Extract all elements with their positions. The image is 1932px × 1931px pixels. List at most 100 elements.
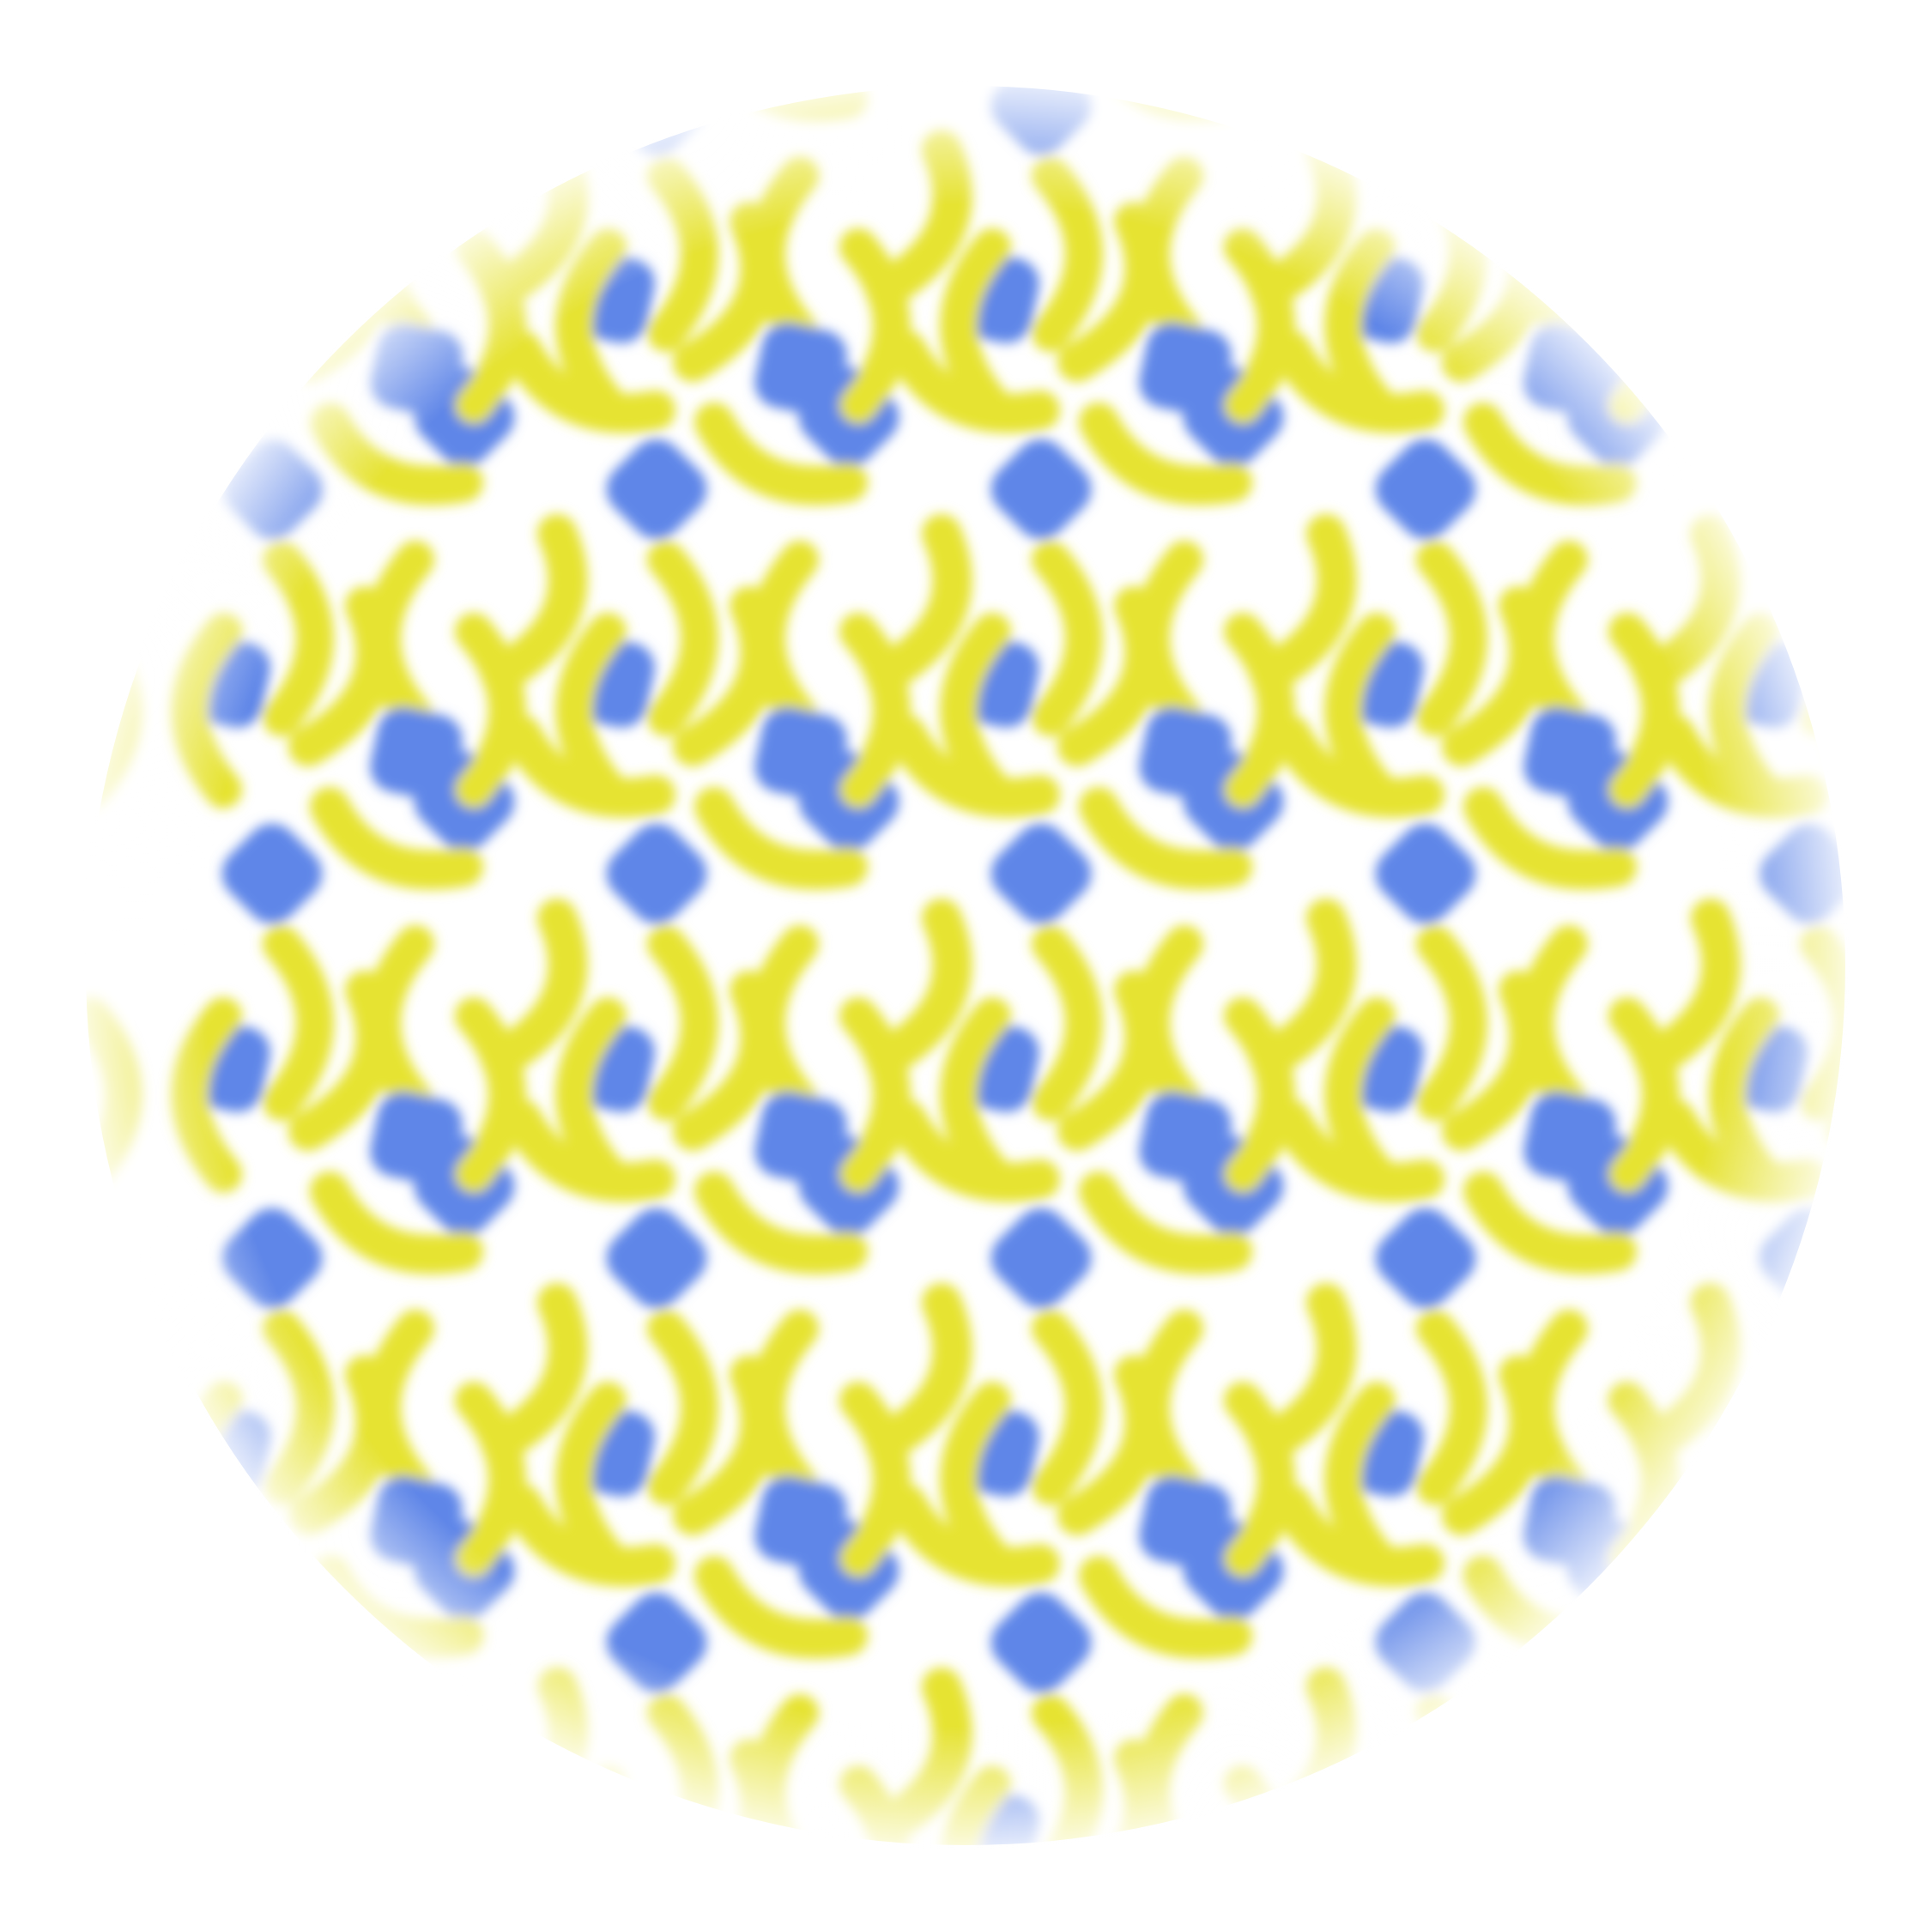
yellow-x-cross bbox=[1608, 228, 1680, 424]
blue-rounded-square bbox=[1759, 86, 1845, 155]
yellow-arc-open-left bbox=[1826, 1355, 1845, 1535]
yellow-x-cross bbox=[959, 0, 992, 21]
yellow-arc-open-up bbox=[1675, 0, 1809, 29]
blue-rounded-square bbox=[1904, 0, 1932, 35]
yellow-arc-open-up bbox=[1868, 807, 1932, 870]
blue-rounded-square bbox=[178, 251, 270, 343]
yellow-x-cross bbox=[190, 0, 223, 21]
yellow-x-cross bbox=[858, 0, 892, 21]
blue-rounded-square bbox=[1557, 1894, 1678, 1931]
edge-fade bbox=[82, 82, 1850, 1849]
yellow-x-cross bbox=[1709, 1382, 1780, 1577]
yellow-arc-open-up bbox=[1868, 1576, 1932, 1639]
yellow-x-cross bbox=[1920, 944, 1932, 1102]
blue-rounded-square bbox=[1904, 1087, 1932, 1189]
yellow-x-cross bbox=[1801, 1694, 1845, 1845]
blue-rounded-square bbox=[1904, 703, 1932, 805]
blue-rounded-square bbox=[750, 0, 852, 35]
yellow-x-cross bbox=[455, 1766, 526, 1845]
blue-rounded-square bbox=[0, 703, 82, 805]
yellow-x-cross bbox=[1920, 560, 1932, 717]
yellow-arc-open-left bbox=[1826, 1740, 1845, 1845]
blue-rounded-square bbox=[1375, 86, 1476, 155]
yellow-x-cross bbox=[1324, 1766, 1396, 1845]
blue-rounded-square bbox=[403, 1894, 524, 1931]
yellow-arc-open-up bbox=[522, 1888, 656, 1931]
yellow-arc-open-up bbox=[522, 0, 656, 29]
yellow-x-cross bbox=[1920, 1713, 1932, 1871]
blue-rounded-square bbox=[366, 1856, 468, 1931]
blue-rounded-square bbox=[0, 318, 82, 421]
yellow-x-cross bbox=[1920, 175, 1932, 333]
blue-rounded-square bbox=[1716, 251, 1808, 343]
yellow-x-cross bbox=[1801, 156, 1845, 352]
blue-rounded-square bbox=[1904, 1472, 1932, 1574]
blue-rounded-square bbox=[178, 1789, 270, 1845]
blue-rounded-square bbox=[1135, 1856, 1237, 1931]
blue-rounded-square bbox=[750, 1856, 852, 1931]
yellow-x-cross bbox=[171, 1766, 242, 1845]
yellow-x-cross bbox=[1801, 541, 1845, 736]
yellow-arc-open-left bbox=[1634, 1668, 1741, 1845]
yellow-x-cross bbox=[574, 0, 608, 21]
yellow-arc-open-up bbox=[906, 1888, 1040, 1931]
yellow-arc-open-up bbox=[1291, 0, 1425, 29]
blue-rounded-square bbox=[1759, 1592, 1845, 1693]
yellow-x-cross bbox=[1709, 228, 1780, 424]
yellow-x-cross bbox=[1801, 1310, 1845, 1505]
yellow-x-cross bbox=[86, 228, 142, 424]
yellow-x-cross bbox=[1920, 1329, 1932, 1486]
yellow-x-cross bbox=[474, 0, 507, 21]
yellow-x-cross bbox=[363, 1694, 434, 1845]
blue-rounded-square bbox=[1716, 1789, 1808, 1845]
yellow-arc-open-up bbox=[1675, 1888, 1809, 1931]
yellow-x-cross bbox=[1416, 1694, 1487, 1845]
yellow-x-cross bbox=[1517, 1694, 1588, 1845]
yellow-arc-open-left bbox=[288, 1740, 396, 1845]
yellow-x-cross bbox=[1728, 0, 1761, 21]
yellow-arc-open-up bbox=[1463, 86, 1637, 121]
yellow-arc-open-up bbox=[1868, 1191, 1932, 1255]
blue-rounded-square bbox=[0, 0, 82, 35]
blue-rounded-square bbox=[221, 86, 323, 155]
yellow-arc-open-up bbox=[1079, 86, 1252, 121]
blue-rounded-square bbox=[562, 1789, 655, 1845]
yellow-x-cross bbox=[89, 0, 123, 21]
blue-rounded-square bbox=[1904, 318, 1932, 421]
yellow-arc-open-up bbox=[310, 86, 483, 121]
yellow-arc-open-up bbox=[1868, 422, 1932, 486]
blue-rounded-square bbox=[0, 1472, 82, 1574]
blue-rounded-square bbox=[403, 0, 524, 94]
blue-rounded-square bbox=[1904, 1856, 1932, 1931]
yellow-arc-open-left bbox=[1826, 202, 1845, 382]
blue-rounded-square bbox=[1172, 1894, 1293, 1931]
blue-rounded-square bbox=[788, 0, 909, 94]
blue-rounded-square bbox=[221, 1592, 323, 1693]
yellow-x-cross bbox=[263, 1694, 334, 1845]
yellow-x-cross bbox=[1627, 0, 1661, 21]
yellow-arc-open-left bbox=[1442, 1740, 1549, 1845]
blue-rounded-square bbox=[1519, 1856, 1621, 1931]
blue-rounded-square bbox=[1557, 0, 1678, 94]
yellow-arc-open-left bbox=[1826, 586, 1845, 766]
yellow-x-cross bbox=[1709, 1766, 1780, 1845]
yellow-arc-open-up bbox=[1656, 1484, 1829, 1587]
yellow-arc-open-left bbox=[1826, 971, 1845, 1151]
yellow-x-cross bbox=[171, 228, 242, 424]
blue-rounded-square bbox=[1519, 0, 1621, 35]
yellow-x-cross bbox=[86, 1382, 142, 1577]
yellow-x-cross bbox=[1243, 0, 1276, 21]
blue-rounded-square bbox=[366, 0, 468, 35]
blue-rounded-square bbox=[1135, 0, 1237, 35]
yellow-arc-open-up bbox=[1656, 330, 1829, 433]
yellow-x-cross bbox=[1608, 1766, 1680, 1845]
blue-rounded-square bbox=[788, 1894, 909, 1931]
blue-rounded-square bbox=[0, 1856, 82, 1931]
blue-rounded-square bbox=[0, 1087, 82, 1189]
yellow-x-cross bbox=[555, 1766, 627, 1845]
yellow-arc-open-up bbox=[1291, 1888, 1425, 1931]
blue-rounded-square bbox=[1172, 0, 1293, 94]
blue-rounded-square bbox=[1331, 1789, 1424, 1845]
